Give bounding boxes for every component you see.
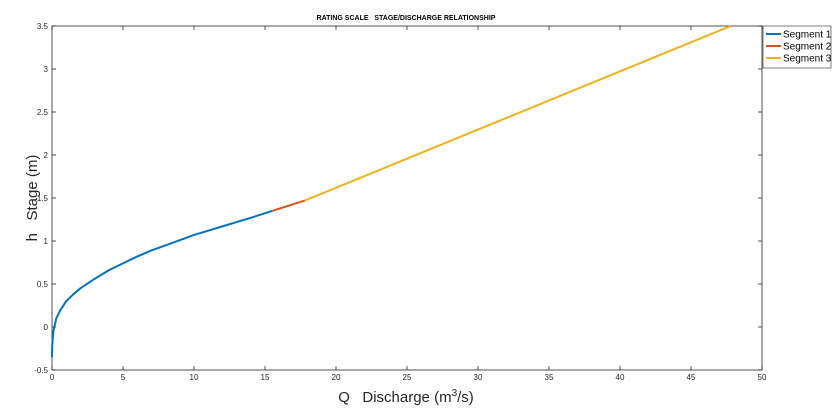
chart-title: RATING SCALE STAGE/DISCHARGE RELATIONSHI… bbox=[317, 15, 496, 22]
series-line bbox=[51, 209, 273, 358]
legend-entry: Segment 2 bbox=[783, 42, 832, 53]
x-axis: 0 5 10 15 20 25 30 35 40 45 50 bbox=[50, 26, 767, 382]
x-tick-label: 10 bbox=[190, 373, 199, 382]
y-tick-label: 1.5 bbox=[37, 194, 49, 203]
x-tick-label: 35 bbox=[545, 373, 554, 382]
x-tick-label: 50 bbox=[758, 373, 767, 382]
x-tick-label: 0 bbox=[50, 373, 55, 382]
plot-area bbox=[51, 25, 763, 371]
y-tick-label: 1 bbox=[44, 237, 49, 246]
series-line bbox=[304, 25, 732, 202]
series-lines bbox=[51, 25, 732, 358]
x-tick-label: 30 bbox=[474, 373, 483, 382]
y-tick-label: 0.5 bbox=[37, 280, 49, 289]
y-tick-label: 3.5 bbox=[37, 22, 49, 31]
x-tick-label: 25 bbox=[403, 373, 412, 382]
x-tick-label: 40 bbox=[616, 373, 625, 382]
x-tick-label: 45 bbox=[687, 373, 696, 382]
x-tick-label: 15 bbox=[261, 373, 270, 382]
x-tick-label: 20 bbox=[332, 373, 341, 382]
y-tick-label: 3 bbox=[44, 65, 49, 74]
y-tick-label: 2.5 bbox=[37, 108, 49, 117]
x-tick-label: 5 bbox=[121, 373, 126, 382]
y-tick-label: -0.5 bbox=[34, 366, 48, 375]
y-tick-label: 2 bbox=[44, 151, 49, 160]
x-axis-label: Q Discharge (m3/s) bbox=[338, 388, 474, 406]
y-axis-label: h Stage (m) bbox=[24, 155, 41, 242]
y-tick-label: 0 bbox=[44, 323, 49, 332]
y-axis: -0.5 0 0.5 1 1.5 2 2.5 3 3.5 bbox=[34, 22, 762, 375]
legend-entry: Segment 3 bbox=[783, 54, 832, 65]
series-line bbox=[271, 199, 306, 212]
legend-entry: Segment 1 bbox=[783, 30, 832, 41]
